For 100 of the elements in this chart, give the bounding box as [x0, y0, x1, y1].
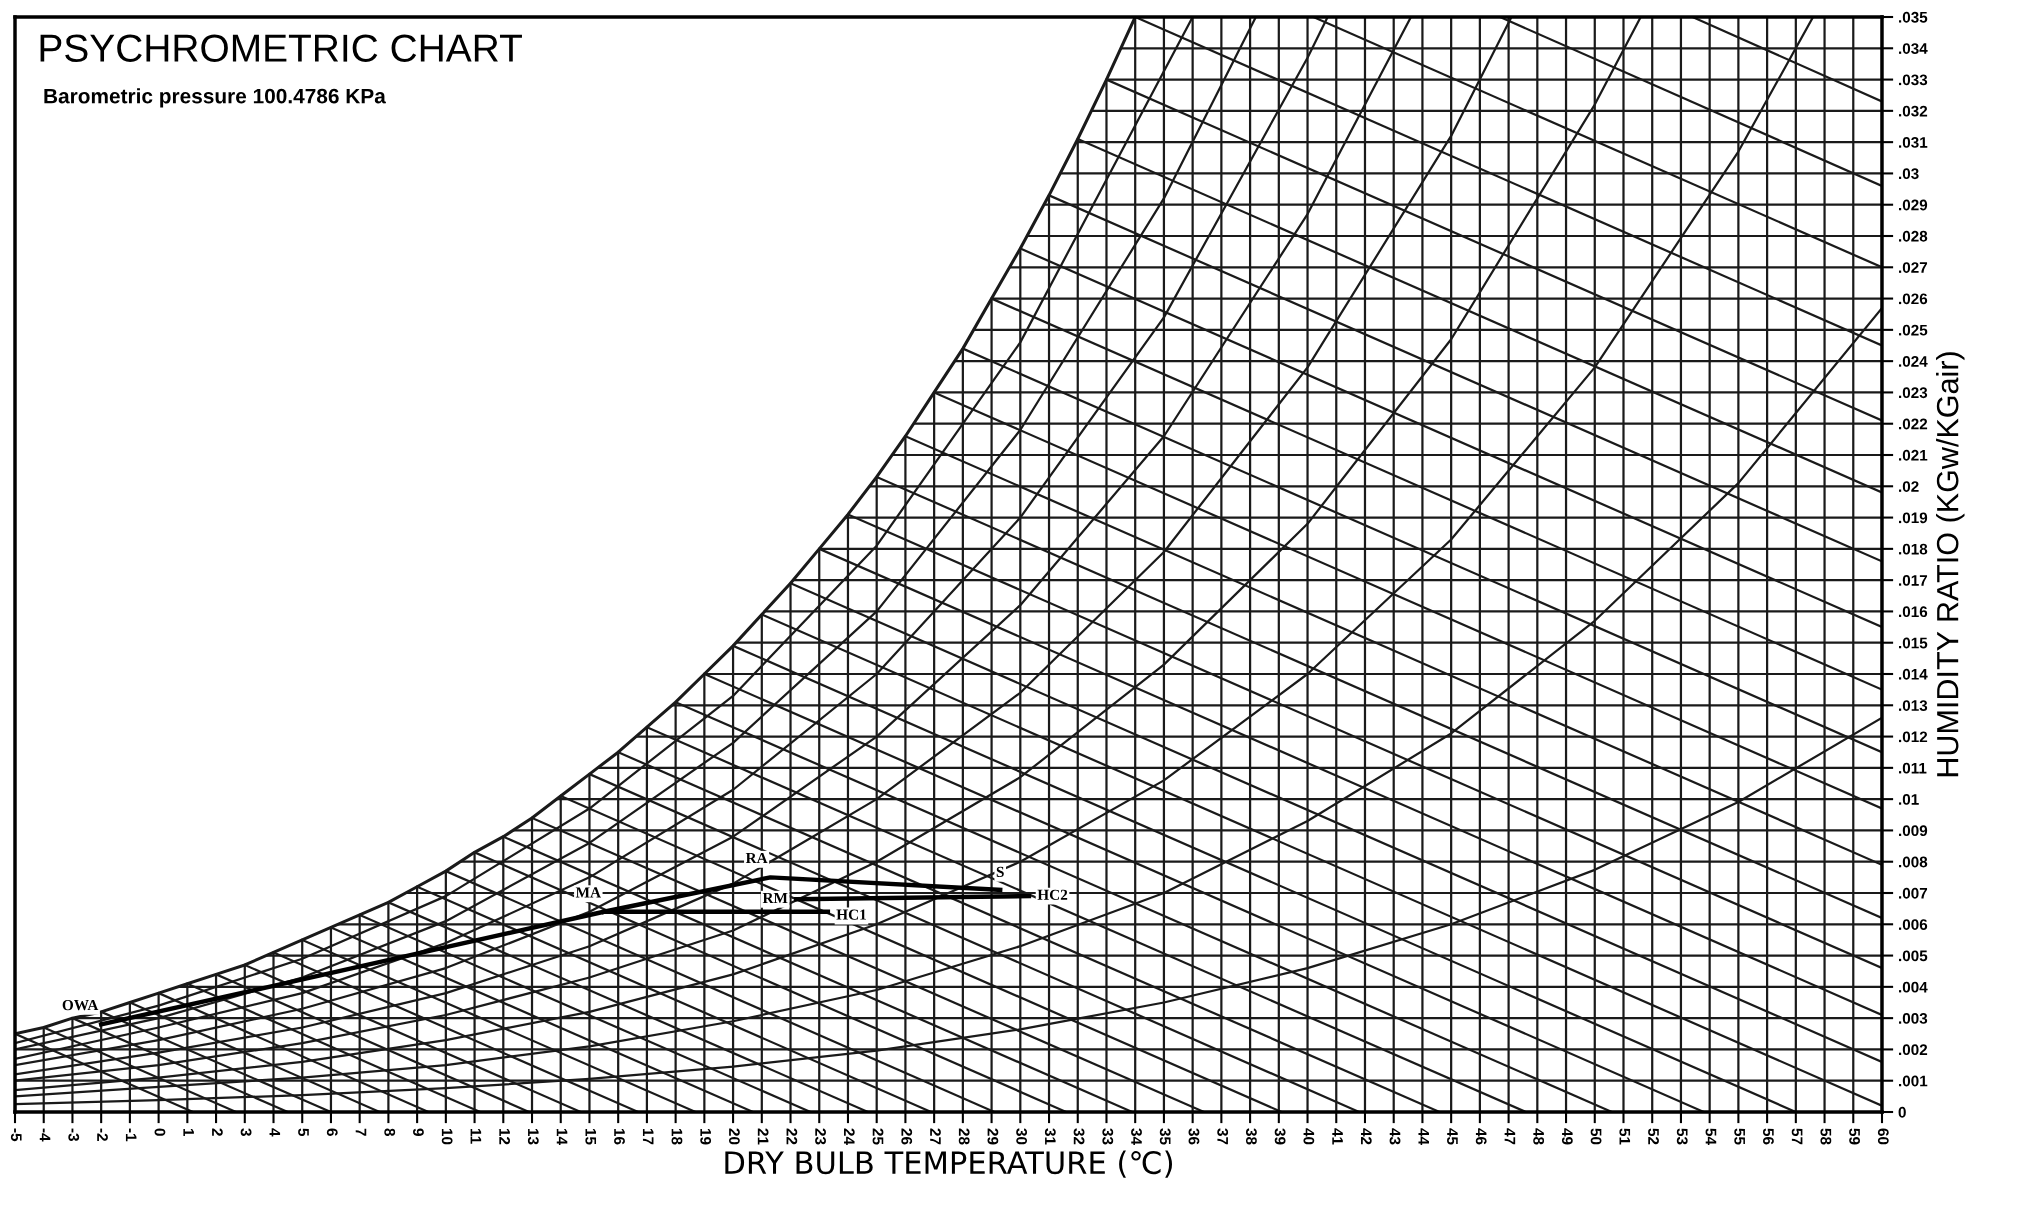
x-tick-label: -3: [68, 1128, 80, 1141]
x-tick-label: 41: [1332, 1128, 1343, 1145]
y-tick-label: .033: [1899, 74, 1928, 86]
x-tick-label: 4: [269, 1128, 281, 1137]
x-tick-label: 36: [1188, 1128, 1200, 1145]
x-tick-label: 30: [1016, 1128, 1028, 1145]
x-tick-label: 24: [844, 1128, 855, 1145]
y-tick-label: .022: [1899, 418, 1928, 430]
x-tick-label: 55: [1734, 1128, 1745, 1145]
x-tick-label: 2: [212, 1128, 223, 1136]
chart-title: PSYCHROMETRIC CHART: [40, 34, 522, 62]
y-tick-label: .008: [1899, 856, 1928, 868]
y-tick-label: .025: [1899, 324, 1928, 336]
x-tick-label: 50: [1590, 1128, 1602, 1145]
annotation: HC2: [1037, 889, 1068, 900]
x-tick-label: 46: [1475, 1128, 1487, 1145]
x-tick-label: 25: [872, 1128, 884, 1145]
x-tick-label: 26: [901, 1128, 913, 1145]
annotation: OWA: [62, 999, 99, 1011]
y-tick-label: .016: [1899, 606, 1928, 618]
y-tick-label: .001: [1899, 1075, 1928, 1087]
x-tick-label: 59: [1849, 1128, 1860, 1145]
annotation: RA: [745, 852, 768, 863]
x-tick-label: 33: [1102, 1128, 1114, 1145]
y-tick-label: .03: [1899, 168, 1919, 180]
x-tick-label: 56: [1763, 1128, 1774, 1145]
y-tick-label: .014: [1899, 668, 1928, 680]
x-tick-label: 21: [757, 1128, 769, 1145]
y-tick-label: .013: [1899, 700, 1928, 711]
x-tick-label: -1: [125, 1128, 137, 1142]
x-tick-label: 5: [298, 1128, 309, 1137]
x-tick-label: 0: [154, 1128, 166, 1136]
x-tick-label: 57: [1791, 1128, 1803, 1145]
x-tick-label: -5: [10, 1128, 22, 1142]
y-tick-label: .02: [1899, 481, 1919, 492]
x-tick-label: 18: [671, 1128, 683, 1145]
y-tick-label: .012: [1899, 731, 1928, 743]
x-tick-label: -2: [97, 1128, 108, 1141]
x-tick-label: 8: [384, 1128, 396, 1136]
x-tick-label: 19: [700, 1128, 712, 1145]
x-tick-label: 12: [499, 1128, 511, 1145]
y-tick-label: .009: [1899, 825, 1928, 837]
x-tick-label: 13: [527, 1128, 539, 1145]
x-tick-label: 31: [1044, 1128, 1056, 1145]
x-tick-label: 37: [1217, 1128, 1229, 1145]
x-tick-label: 20: [728, 1128, 740, 1145]
y-tick-label: 0: [1898, 1106, 1906, 1118]
x-tick-label: -4: [39, 1128, 51, 1142]
x-tick-label: 32: [1073, 1128, 1085, 1145]
y-tick-label: .011: [1899, 762, 1927, 774]
annotation: HC1: [836, 909, 866, 920]
x-tick-label: 3: [240, 1128, 252, 1136]
y-axis-title: HUMIDITY RATIO (KGw/KGair): [1936, 352, 1965, 777]
text: Barometric pressure 100.4786 KPa: [44, 88, 386, 108]
x-tick-label: 49: [1561, 1128, 1573, 1145]
x-tick-label: 34: [1131, 1128, 1142, 1145]
x-tick-label: 15: [585, 1128, 597, 1145]
x-tick-label: 48: [1533, 1128, 1545, 1145]
x-tick-label: 43: [1389, 1128, 1401, 1145]
annotation: RM: [762, 892, 788, 903]
y-tick-label: .023: [1899, 387, 1928, 399]
y-tick-label: .029: [1899, 199, 1928, 211]
x-tick-label: 1: [183, 1128, 194, 1137]
x-tick-label: 44: [1418, 1128, 1429, 1145]
y-tick-label: .019: [1899, 512, 1928, 524]
x-tick-label: 16: [614, 1128, 625, 1145]
x-tick-label: 6: [326, 1128, 338, 1136]
y-tick-label: .005: [1899, 950, 1928, 962]
x-tick-label: 14: [556, 1128, 568, 1145]
x-tick-label: 29: [987, 1128, 999, 1145]
y-tick-label: .006: [1899, 919, 1928, 930]
x-tick-label: 45: [1447, 1128, 1458, 1145]
y-tick-label: .021: [1899, 449, 1928, 461]
x-axis-title: DRY BULB TEMPERATURE (℃): [725, 1150, 1173, 1178]
annotation: MA: [575, 887, 601, 898]
y-tick-label: .004: [1899, 981, 1928, 993]
x-tick-label: 7: [355, 1128, 367, 1136]
x-tick-label: 42: [1361, 1128, 1372, 1145]
x-tick-label: 38: [1245, 1128, 1257, 1145]
x-tick-label: 60: [1877, 1128, 1889, 1145]
x-tick-label: 51: [1619, 1128, 1631, 1145]
y-tick-label: .015: [1899, 637, 1928, 649]
y-tick-label: .01: [1899, 794, 1919, 805]
annotation: S: [996, 866, 1004, 878]
y-tick-label: .035: [1899, 11, 1928, 23]
y-tick-label: .032: [1899, 105, 1928, 117]
y-tick-label: .007: [1899, 887, 1928, 899]
x-tick-label: 39: [1274, 1128, 1286, 1145]
y-tick-label: .017: [1899, 575, 1928, 586]
x-tick-label: 53: [1676, 1128, 1688, 1145]
x-tick-label: 17: [642, 1128, 654, 1145]
x-tick-label: 22: [786, 1128, 798, 1145]
y-tick-label: .034: [1899, 43, 1928, 54]
y-tick-label: .028: [1899, 230, 1928, 242]
y-tick-label: .026: [1899, 293, 1928, 305]
x-tick-label: 52: [1648, 1128, 1659, 1145]
x-tick-label: 47: [1504, 1128, 1516, 1145]
y-tick-label: .018: [1899, 543, 1928, 555]
x-tick-label: 11: [470, 1128, 482, 1144]
x-tick-label: 40: [1303, 1128, 1315, 1145]
